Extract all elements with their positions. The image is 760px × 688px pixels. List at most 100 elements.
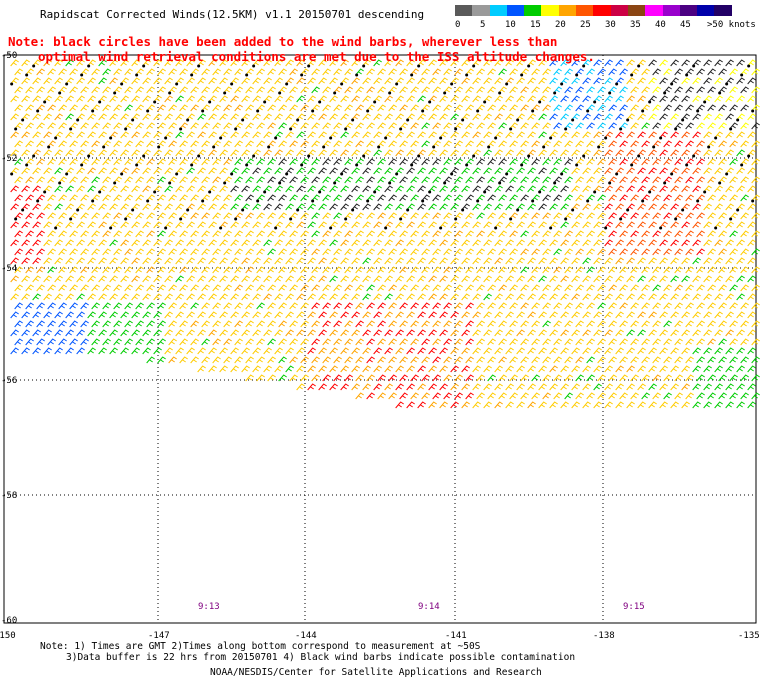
- wind-barb: [582, 275, 591, 283]
- wind-barb: [520, 86, 529, 94]
- wind-barb: [395, 167, 404, 175]
- wind-barb: [531, 86, 540, 94]
- wind-barb: [362, 329, 371, 337]
- wind-barb: [472, 95, 481, 103]
- wind-barb: [747, 221, 756, 229]
- wind-barb: [461, 221, 470, 229]
- wind-barb: [267, 122, 276, 130]
- wind-barb: [740, 374, 749, 382]
- wind-barb: [685, 122, 694, 130]
- wind-barb: [212, 230, 221, 238]
- wind-barb: [542, 212, 551, 220]
- wind-barb: [692, 365, 701, 373]
- wind-barb: [652, 140, 661, 148]
- wind-barb: [586, 104, 595, 112]
- wind-barb: [527, 239, 536, 247]
- wind-barb: [252, 95, 261, 103]
- wind-barb: [219, 293, 228, 301]
- contamination-circle: [619, 217, 623, 221]
- footer-credit: NOAA/NESDIS/Center for Satellite Applica…: [210, 667, 542, 678]
- contamination-circle: [729, 127, 733, 131]
- wind-barb: [553, 158, 562, 166]
- wind-barb: [98, 203, 107, 211]
- wind-barb: [751, 248, 760, 256]
- wind-barb: [619, 266, 628, 274]
- contamination-circle: [58, 91, 62, 95]
- wind-barb: [131, 185, 140, 193]
- wind-barb: [36, 338, 45, 346]
- wind-barb: [21, 77, 30, 85]
- wind-barb: [531, 194, 540, 202]
- wind-barb: [417, 365, 426, 373]
- wind-barb: [311, 320, 320, 328]
- wind-barb: [384, 365, 393, 373]
- wind-barb: [520, 320, 529, 328]
- wind-barb: [164, 347, 173, 355]
- wind-barb: [274, 329, 283, 337]
- wind-barb: [91, 122, 100, 130]
- wind-barb: [329, 77, 338, 85]
- wind-barb: [120, 167, 129, 175]
- wind-barb: [564, 320, 573, 328]
- wind-barb: [608, 230, 617, 238]
- wind-barb: [36, 68, 45, 76]
- wind-barb: [454, 86, 463, 94]
- wind-barb: [373, 221, 382, 229]
- wind-barb: [32, 257, 41, 265]
- contamination-circle: [285, 172, 289, 176]
- wind-barb: [102, 302, 111, 310]
- wind-barb: [483, 293, 492, 301]
- wind-barb: [487, 122, 496, 130]
- wind-barb: [509, 302, 518, 310]
- wind-barb: [256, 122, 265, 130]
- wind-barb: [153, 275, 162, 283]
- wind-barb: [109, 293, 118, 301]
- wind-barb: [333, 140, 342, 148]
- contamination-circle: [586, 199, 590, 203]
- wind-barb: [395, 347, 404, 355]
- wind-barb: [146, 104, 155, 112]
- wind-barb: [487, 320, 496, 328]
- wind-barb: [120, 131, 129, 139]
- wind-barb: [142, 203, 151, 211]
- wind-barb: [384, 59, 393, 67]
- wind-barb: [527, 95, 536, 103]
- wind-barb: [384, 185, 393, 193]
- wind-barb: [307, 293, 316, 301]
- wind-barb: [692, 221, 701, 229]
- wind-barb: [615, 383, 624, 391]
- wind-barb: [707, 248, 716, 256]
- contamination-circle: [395, 172, 399, 176]
- wind-barb: [300, 356, 309, 364]
- wind-barb: [98, 95, 107, 103]
- wind-barb: [377, 140, 386, 148]
- contamination-circle: [377, 145, 381, 149]
- wind-barb: [388, 230, 397, 238]
- wind-barb: [520, 392, 529, 400]
- wind-barb: [406, 203, 415, 211]
- contamination-circle: [212, 145, 216, 149]
- wind-barb: [274, 257, 283, 265]
- wind-barb: [65, 59, 74, 67]
- wind-barb: [102, 158, 111, 166]
- wind-barb: [630, 122, 639, 130]
- wind-barb: [69, 104, 78, 112]
- wind-barb: [560, 77, 569, 85]
- contamination-circle: [410, 163, 414, 167]
- wind-barb: [362, 383, 371, 391]
- wind-barb: [692, 257, 701, 265]
- wind-barb: [21, 149, 30, 157]
- wind-barb: [564, 338, 573, 346]
- wind-barb: [164, 77, 173, 85]
- wind-barb: [340, 95, 349, 103]
- wind-barb: [21, 59, 30, 67]
- wind-barb: [307, 203, 316, 211]
- wind-barb: [329, 149, 338, 157]
- wind-barb: [131, 113, 140, 121]
- wind-barb: [197, 365, 206, 373]
- wind-barb: [703, 149, 712, 157]
- wind-barb: [692, 239, 701, 247]
- wind-barb: [549, 59, 558, 67]
- wind-barb: [329, 275, 338, 283]
- wind-barb: [740, 158, 749, 166]
